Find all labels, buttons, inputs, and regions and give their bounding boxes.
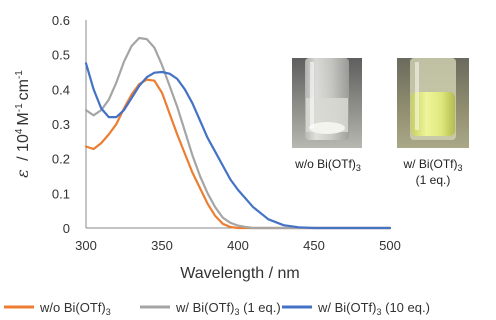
x-tick-label: 350 [151,238,173,253]
y-axis-unit-cm: cm [15,79,32,100]
legend: w/o Bi(OTf)3 w/ Bi(OTf)3 (1 eq.) w/ Bi(OTf… [4,300,430,317]
series-line-2 [84,62,392,230]
x-tick-label: 500 [379,238,401,253]
legend-label-1: w/ Bi(OTf)3 (1 eq.) [175,300,281,317]
y-axis-unit: / 10 [15,134,32,161]
legend-label-2: w/ Bi(OTf)3 (10 eq.) [317,300,430,317]
series-line-0 [84,78,392,230]
y-axis-unit-exp: 4 [14,128,25,134]
x-tick-labels: 300 350 400 450 500 [75,238,401,253]
photo-2-caption-line2: (1 eq.) [416,173,451,187]
photo-1-precipitate [309,122,345,134]
vial-photo-with [397,58,469,148]
legend-label-0: w/o Bi(OTf)3 [39,300,111,317]
photo-1-highlight [310,62,314,128]
series-line-1 [84,36,392,230]
x-tick-label: 300 [75,238,97,253]
y-axis-title: ε / 104M-1cm-1 [13,70,32,178]
y-axis-unit-m: M [15,112,32,125]
y-tick-label: 0.4 [52,82,70,97]
y-tick-label: 0.2 [52,152,70,167]
y-tick-label: 0.1 [52,186,70,201]
x-tick-label: 450 [303,238,325,253]
y-axis-unit-cm-exp: -1 [14,70,25,79]
y-tick-label: 0.3 [52,117,70,132]
photo-2-caption: w/ Bi(OTf)3 [402,157,462,173]
y-tick-label: 0.5 [52,48,70,63]
series-lines [84,36,392,230]
photo-2-highlight [415,62,419,130]
photo-2-liquid [411,92,455,136]
vial-photo-without [292,58,362,148]
y-tick-labels: 0 0.1 0.2 0.3 0.4 0.5 0.6 [52,13,70,236]
y-tick-label: 0.6 [52,13,70,28]
y-axis-symbol: ε [13,169,32,178]
y-tick-label: 0 [63,221,70,236]
y-axis-unit-m-exp: -1 [14,103,25,112]
photo-1-caption: w/o Bi(OTf)3 [294,157,361,173]
x-tick-label: 400 [227,238,249,253]
x-axis-title: Wavelength / nm [180,265,299,282]
